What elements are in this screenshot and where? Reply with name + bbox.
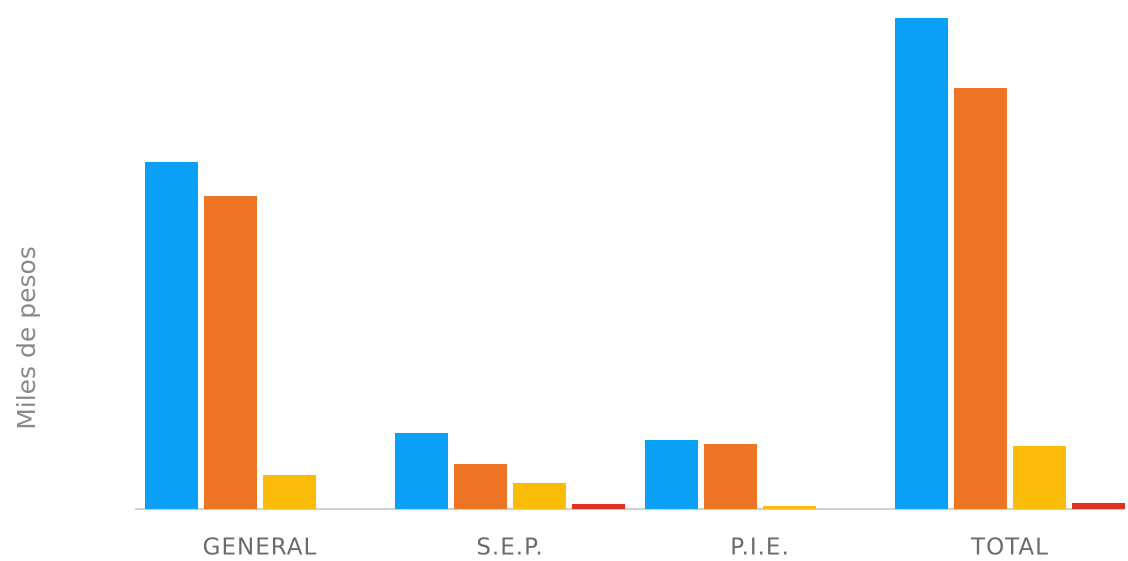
bar: [895, 18, 948, 509]
bar: [763, 506, 816, 509]
bar: [204, 196, 257, 509]
x-tick-label: P.I.E.: [730, 535, 790, 561]
bar: [1072, 503, 1125, 509]
x-tick-label: TOTAL: [970, 535, 1049, 561]
bar: [263, 475, 316, 509]
y-axis-label: Miles de pesos: [12, 246, 41, 430]
bar: [513, 483, 566, 509]
x-tick-label: GENERAL: [203, 535, 318, 561]
bar: [704, 444, 757, 509]
bar: [572, 504, 625, 509]
bar: [395, 433, 448, 509]
bar: [145, 162, 198, 509]
bar: [645, 440, 698, 509]
bar: [1013, 446, 1066, 509]
bar: [954, 88, 1007, 509]
x-tick-label: S.E.P.: [476, 535, 543, 561]
bar: [454, 464, 507, 509]
